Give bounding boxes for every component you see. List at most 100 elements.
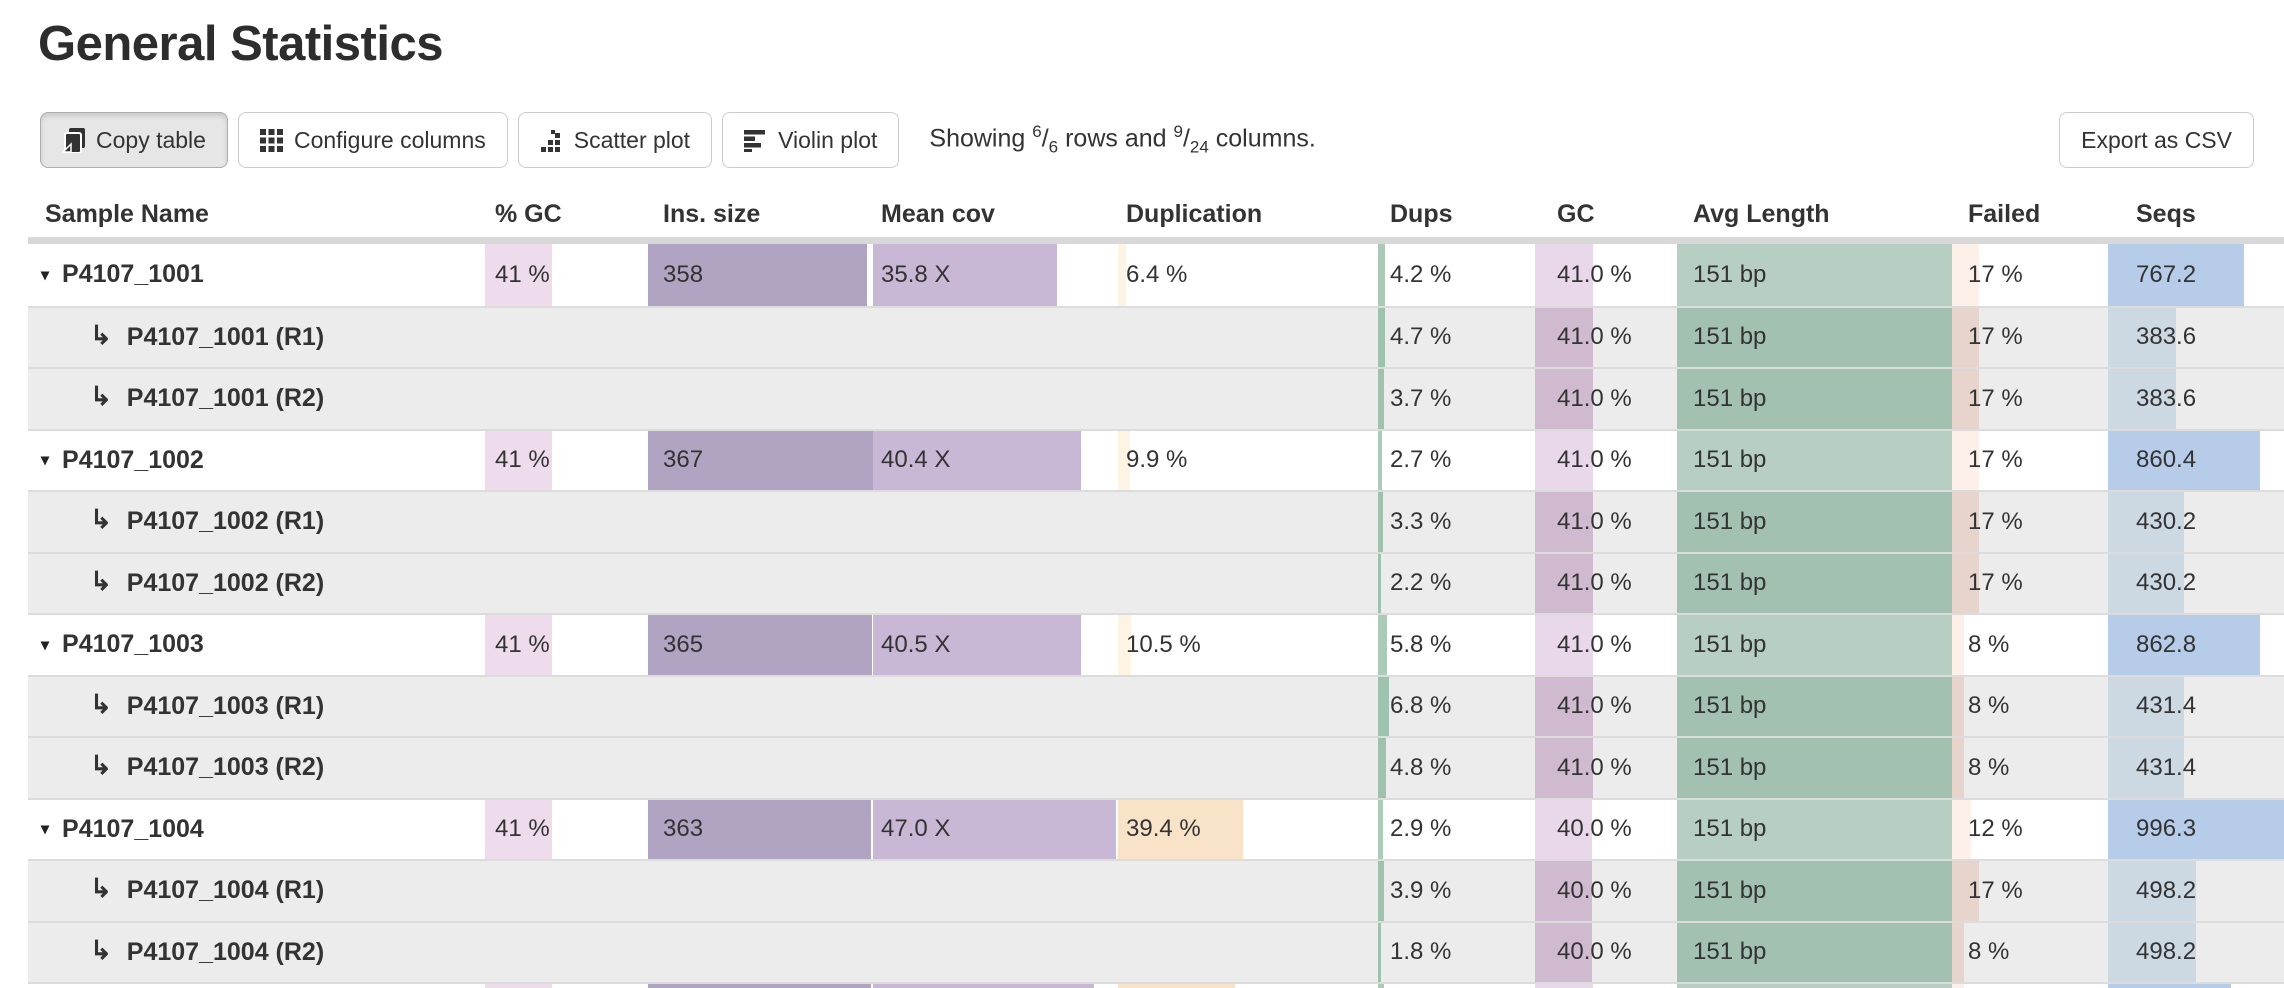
cell-value: 431.4	[2136, 753, 2197, 781]
cell-gc_pct	[485, 369, 648, 429]
rows-total-count: 6	[1048, 137, 1059, 157]
data-bar	[1378, 369, 1384, 429]
cell-value: 431.4	[2136, 692, 2197, 720]
cell-gc2: 41.0 %	[1535, 553, 1677, 613]
cell-gc2: 41.0 %	[1535, 676, 1677, 736]
cell-avglen: 151 bp	[1677, 553, 1952, 613]
sample-name: P4107_1004	[62, 814, 204, 843]
cell-seqs	[2108, 984, 2284, 988]
data-bar	[2108, 922, 2196, 982]
column-header-dups[interactable]: Dups	[1390, 200, 1453, 228]
data-bar	[1118, 244, 1126, 306]
cell-failed: 17 %	[1952, 244, 2108, 306]
cell-avglen: 151 bp	[1677, 738, 1952, 798]
table-row: ▾ P4107_1001 41 % 358 35.8 X 6.4 % 4.2 % 41.0 %…	[28, 244, 2284, 306]
cell-ins	[648, 923, 873, 983]
data-bar	[1952, 369, 1979, 429]
cell-value: 47.0 X	[881, 815, 951, 843]
data-bar	[2108, 430, 2261, 490]
column-header-avglen[interactable]: Avg Length	[1693, 200, 1830, 228]
data-bar	[1952, 615, 1965, 675]
cell-cov	[873, 492, 1118, 552]
data-bar	[873, 984, 1094, 988]
cell-value: 363	[663, 815, 704, 843]
cell-cov	[873, 984, 1118, 988]
cell-cov: 47.0 X	[873, 799, 1118, 859]
column-header-gc_pct[interactable]: % GC	[495, 200, 562, 228]
column-header-seqs[interactable]: Seqs	[2136, 200, 2196, 228]
copy-table-button[interactable]: Copy table	[40, 112, 228, 168]
cell-avglen	[1677, 984, 1952, 988]
data-bar	[1118, 799, 1243, 859]
data-bar	[1535, 430, 1594, 490]
cell-value: 41.0 %	[1557, 630, 1632, 658]
collapse-toggle-icon[interactable]: ▾	[41, 452, 50, 470]
data-bar	[1378, 615, 1388, 675]
cell-value: 41.0 %	[1557, 446, 1632, 474]
data-bar	[1677, 307, 1952, 367]
cell-value: 151 bp	[1693, 384, 1767, 412]
cell-dups: 5.8 %	[1378, 615, 1535, 675]
cell-value: 17 %	[1968, 446, 2023, 474]
cell-dup: 9.9 %	[1118, 430, 1378, 490]
data-bar	[1677, 922, 1952, 982]
cols-total-count: 24	[1189, 137, 1209, 157]
cell-value: 40.0 %	[1557, 938, 1632, 966]
subrow-arrow-icon: ↳	[90, 504, 112, 535]
cell-gc_pct	[485, 492, 648, 552]
cell-failed: 17 %	[1952, 492, 2108, 552]
cell-gc_pct	[485, 923, 648, 983]
cell-gc2: 41.0 %	[1535, 307, 1677, 367]
table-row: ▾ P4107_1002 41 % 367 40.4 X 9.9 % 2.7 % 41.0 %…	[28, 428, 2284, 490]
cell-gc_pct	[485, 738, 648, 798]
cell-avglen: 151 bp	[1677, 615, 1952, 675]
data-bar	[1118, 615, 1131, 675]
cell-gc2: 40.0 %	[1535, 799, 1677, 859]
column-header-dup[interactable]: Duplication	[1126, 200, 1263, 228]
cell-ins	[648, 984, 873, 988]
cell-value: 151 bp	[1693, 753, 1767, 781]
collapse-toggle-icon[interactable]: ▾	[41, 636, 50, 654]
cell-value: 3.9 %	[1390, 876, 1452, 904]
data-bar	[485, 799, 552, 859]
cell-cov: 40.5 X	[873, 615, 1118, 675]
cell-value: 17 %	[1968, 384, 2023, 412]
collapse-toggle-icon[interactable]: ▾	[41, 266, 50, 284]
collapse-toggle-icon[interactable]: ▾	[41, 821, 50, 839]
cell-value: 367	[663, 446, 704, 474]
data-bar	[1677, 861, 1952, 921]
cell-dups: 4.8 %	[1378, 738, 1535, 798]
table-row: ↳ P4107_1002 (R2) 2.2 % 41.0 % 151 bp 17 % 430…	[28, 551, 2284, 613]
cell-dups: 3.7 %	[1378, 369, 1535, 429]
cell-value: 2.2 %	[1390, 569, 1452, 597]
column-header-sample[interactable]: Sample Name	[45, 200, 209, 228]
subrow-arrow-icon: ↳	[90, 873, 112, 904]
data-bar	[1677, 430, 1952, 490]
table-row: ↳ P4107_1002 (R1) 3.3 % 41.0 % 151 bp 17 % 430…	[28, 490, 2284, 552]
cell-failed: 17 %	[1952, 430, 2108, 490]
configure-columns-button[interactable]: Configure columns	[237, 112, 508, 168]
scatter-plot-button[interactable]: Scatter plot	[517, 112, 713, 168]
cell-gc_pct	[485, 861, 648, 921]
violin-plot-button[interactable]: Violin plot	[722, 112, 900, 168]
sample-name: P4107_1002 (R1)	[126, 507, 325, 536]
column-header-cov[interactable]: Mean cov	[881, 200, 995, 228]
cell-value: 41.0 %	[1557, 260, 1632, 288]
cell-failed: 17 %	[1952, 861, 2108, 921]
cell-ins	[648, 369, 873, 429]
export-csv-button[interactable]: Export as CSV	[2059, 112, 2254, 168]
cell-value: 41 %	[495, 815, 550, 843]
cell-ins	[648, 492, 873, 552]
data-bar	[1535, 984, 1594, 988]
cell-dup: 39.4 %	[1118, 799, 1378, 859]
cell-avglen: 151 bp	[1677, 244, 1952, 306]
column-header-failed[interactable]: Failed	[1968, 200, 2041, 228]
data-bar	[2108, 492, 2185, 552]
cell-value: 41 %	[495, 260, 550, 288]
sample-name: P4107_1001 (R2)	[126, 384, 325, 413]
cell-value: 383.6	[2136, 384, 2197, 412]
column-header-gc2[interactable]: GC	[1557, 200, 1595, 228]
cell-gc_pct: 41 %	[485, 430, 648, 490]
cell-dups: 2.2 %	[1378, 553, 1535, 613]
column-header-ins[interactable]: Ins. size	[663, 200, 761, 228]
